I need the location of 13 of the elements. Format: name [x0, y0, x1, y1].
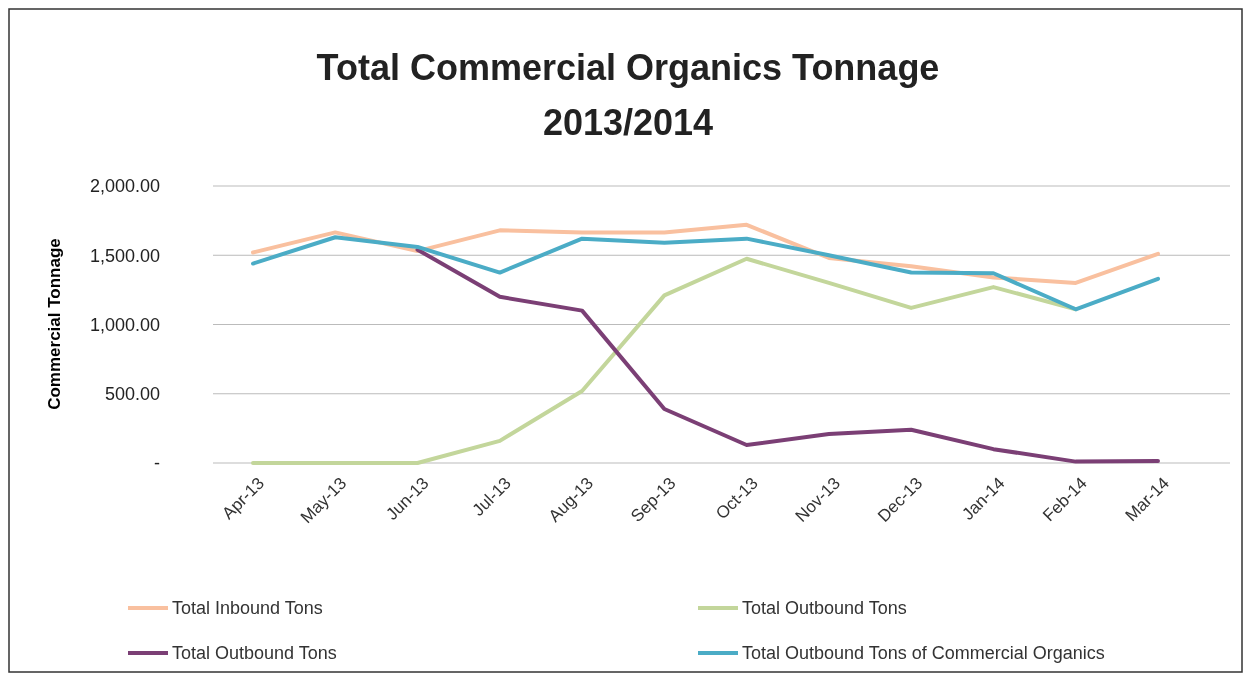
- y-tick-label: 500.00: [104, 384, 160, 405]
- y-axis-title: Commercial Tonnage: [45, 238, 64, 410]
- chart-title: Total Commercial Organics Tonnage 2013/2014: [316, 47, 940, 143]
- legend-label: Total Outbound Tons of Commercial Organics: [742, 643, 1105, 664]
- y-tick-label: 2,000.00: [89, 176, 160, 197]
- legend-label: Total Inbound Tons: [172, 598, 323, 619]
- y-tick-label: 1,000.00: [89, 314, 160, 335]
- line-series: [415, 247, 1160, 464]
- y-tick-label: 1,500.00: [89, 245, 160, 266]
- line-series: [251, 235, 1160, 312]
- y-tick-label: -: [154, 453, 160, 474]
- legend-label: Total Outbound Tons: [172, 643, 337, 664]
- legend-label: Total Outbound Tons: [742, 598, 907, 619]
